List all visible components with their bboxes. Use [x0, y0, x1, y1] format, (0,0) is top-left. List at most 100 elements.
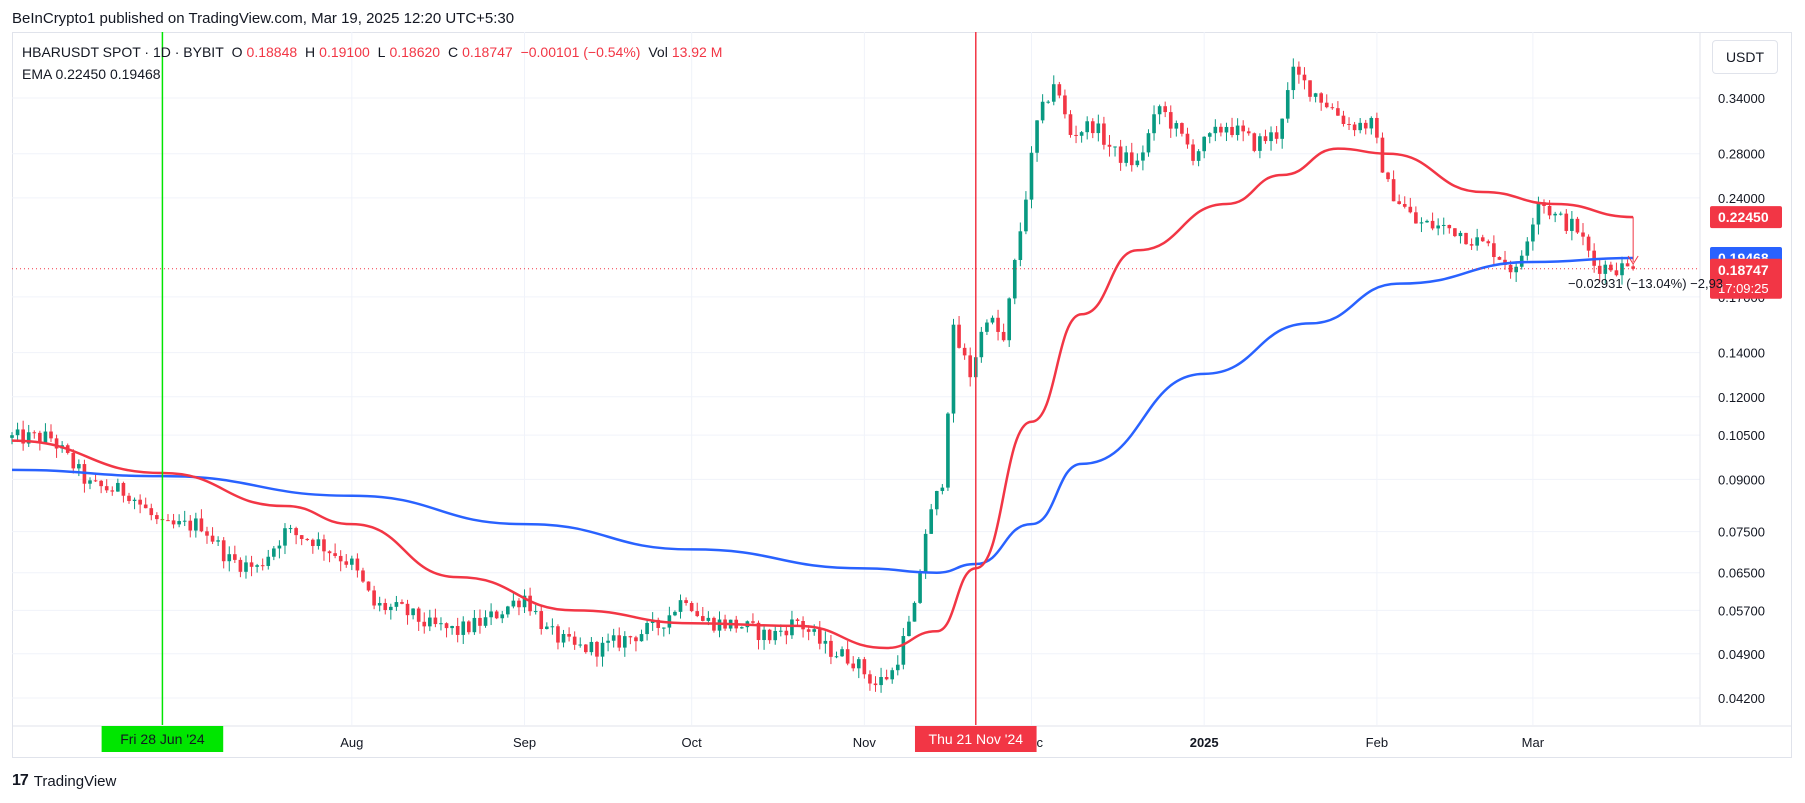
candle [1519, 250, 1524, 270]
candle-body [1425, 220, 1429, 223]
candle-body [1397, 201, 1401, 204]
candle [233, 545, 237, 564]
candle-body [1157, 106, 1162, 115]
tradingview-logo[interactable]: 17 TradingView [12, 772, 116, 790]
candle [957, 316, 961, 349]
candle-body [405, 603, 410, 616]
candle [1369, 116, 1374, 135]
candle-body [829, 640, 833, 657]
candle-body [1285, 90, 1290, 119]
candle [1202, 136, 1206, 159]
candle [1113, 146, 1117, 157]
candle-body [656, 619, 661, 628]
candle [1057, 81, 1062, 99]
candle-body [311, 539, 315, 546]
candle-body [823, 640, 828, 644]
candle [455, 617, 460, 643]
candle [806, 625, 811, 641]
candle [1280, 118, 1284, 149]
candle-body [355, 558, 360, 571]
candle-body [361, 570, 365, 582]
candle [1558, 211, 1563, 216]
symbol-label[interactable]: HBARUSDT SPOT · 1D · BYBIT [22, 44, 224, 60]
candle [829, 634, 833, 665]
candle-body [1152, 114, 1156, 134]
candle [1330, 103, 1335, 110]
candle [1007, 297, 1012, 347]
candle [249, 555, 254, 577]
candle-body [795, 619, 800, 621]
candle-body [99, 480, 103, 487]
candle-body [400, 602, 404, 604]
price-countdown-text: 17:09:25 [1718, 281, 1769, 296]
open-label: O [231, 44, 243, 60]
candle [127, 492, 131, 504]
candle-body [116, 482, 120, 492]
candle-body [71, 452, 76, 469]
candle [316, 532, 321, 550]
candle-body [383, 602, 388, 611]
candle [116, 478, 120, 492]
candle [522, 589, 527, 614]
candle [990, 315, 995, 325]
candle [1146, 129, 1151, 157]
candle-body [1447, 224, 1452, 229]
candle-body [1531, 224, 1535, 242]
candle-body [377, 602, 382, 606]
candle [433, 608, 438, 628]
candle-body [1497, 257, 1502, 260]
candle-body [121, 482, 126, 496]
candle [1614, 262, 1619, 277]
candle [1464, 232, 1468, 245]
candle-body [1280, 118, 1284, 139]
candle-body [149, 508, 154, 516]
candle-body [589, 641, 594, 653]
candle [962, 343, 967, 360]
candle [1408, 197, 1413, 214]
candle-body [1575, 218, 1580, 233]
candle-body [372, 590, 376, 606]
candle [216, 536, 220, 547]
currency-unit-button[interactable]: USDT [1712, 40, 1778, 74]
candle-body [545, 626, 549, 630]
candle-body [1141, 152, 1145, 161]
candle-body [979, 331, 984, 358]
candle [946, 412, 950, 491]
candle-body [1202, 136, 1206, 152]
candle-body [756, 622, 761, 641]
y-tick-label: 0.07500 [1718, 525, 1765, 540]
candle [333, 543, 337, 559]
candle [784, 625, 789, 645]
candle [1341, 110, 1346, 127]
candle [1597, 259, 1602, 283]
candle [572, 631, 577, 650]
candle [38, 430, 42, 451]
candle-body [489, 611, 493, 618]
candle-body [1051, 84, 1056, 102]
candle [589, 637, 594, 656]
candle [1185, 127, 1190, 149]
candle-body [1597, 265, 1602, 274]
candle [238, 557, 243, 578]
candle [1620, 256, 1624, 285]
candle-body [227, 554, 232, 562]
candle [199, 509, 204, 533]
candle [1269, 126, 1273, 151]
candle-body [1063, 95, 1067, 115]
candle-body [1191, 144, 1195, 161]
x-tick-label: Nov [853, 735, 877, 750]
candle [1090, 118, 1095, 139]
x-tick-label: Feb [1366, 735, 1388, 750]
candle-body [411, 608, 415, 616]
candle-body [428, 617, 432, 627]
candle [1068, 110, 1073, 138]
candle [1196, 149, 1201, 167]
candle [1453, 228, 1457, 238]
candle-body [1269, 132, 1273, 142]
candle-body [138, 499, 142, 505]
ema-label[interactable]: EMA [22, 66, 52, 82]
candle [695, 602, 700, 618]
candle [389, 603, 393, 620]
candle-body [216, 540, 220, 542]
